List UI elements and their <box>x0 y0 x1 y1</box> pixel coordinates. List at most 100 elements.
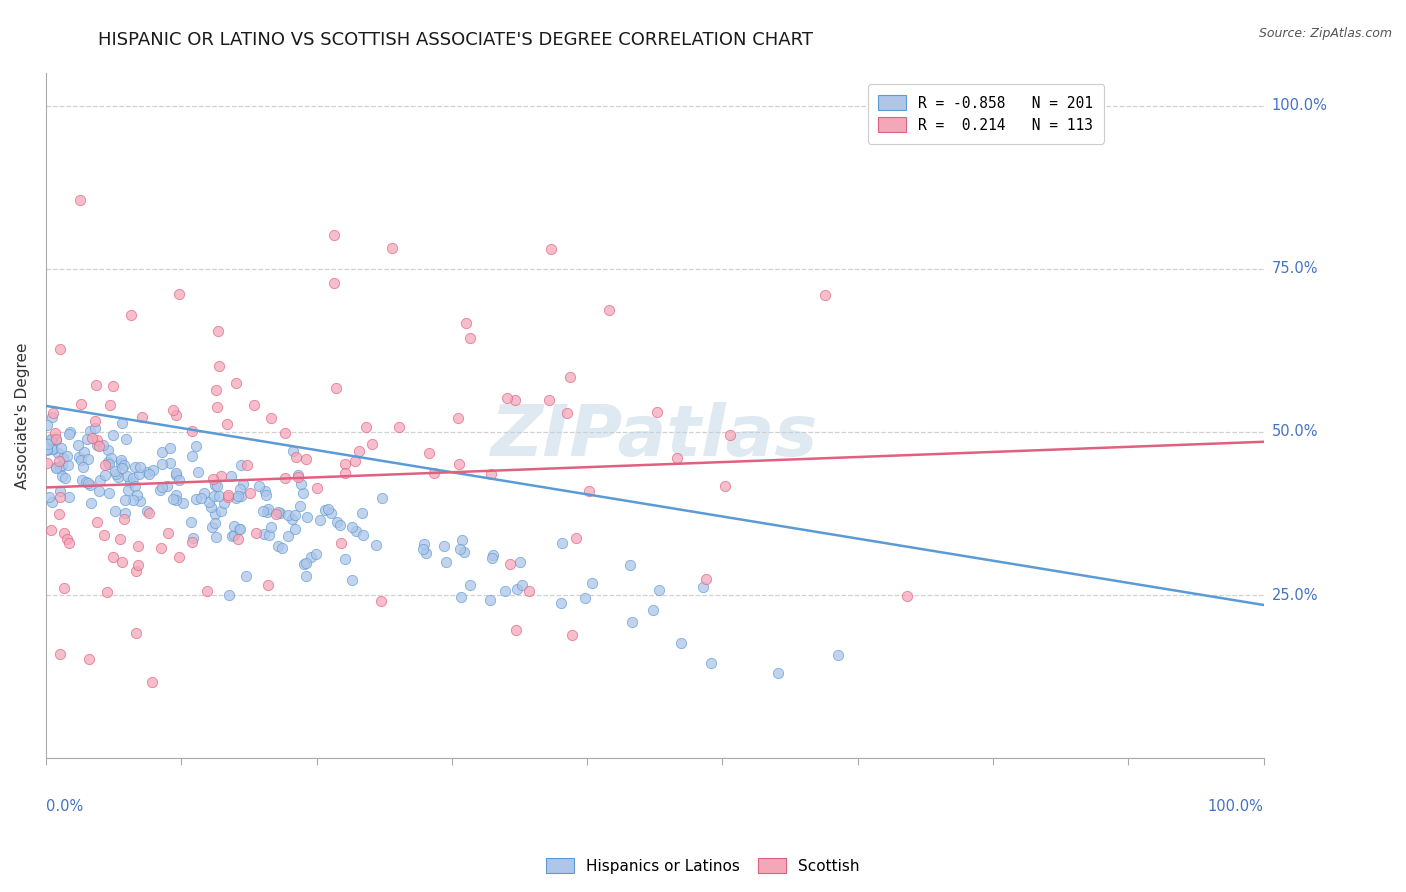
Point <box>235 569 257 583</box>
Point <box>253 527 276 541</box>
Point <box>252 504 274 518</box>
Point <box>76 432 98 446</box>
Point <box>45 434 67 448</box>
Point <box>228 522 250 536</box>
Point <box>305 548 328 562</box>
Point <box>454 316 477 330</box>
Point <box>131 409 153 424</box>
Point <box>84 378 107 392</box>
Point <box>413 537 436 551</box>
Point <box>499 558 522 572</box>
Point <box>35 442 58 456</box>
Point <box>669 636 692 650</box>
Point <box>342 573 364 587</box>
Point <box>274 426 297 441</box>
Point <box>70 474 93 488</box>
Point <box>53 582 76 596</box>
Point <box>294 569 316 583</box>
Point <box>260 411 283 425</box>
Point <box>110 453 132 467</box>
Point <box>195 584 218 599</box>
Point <box>347 443 370 458</box>
Point <box>291 486 314 500</box>
Point <box>125 564 148 578</box>
Point <box>648 583 671 598</box>
Point <box>180 515 202 529</box>
Point <box>72 459 94 474</box>
Point <box>766 666 789 681</box>
Point <box>48 483 70 498</box>
Point <box>314 503 336 517</box>
Point <box>156 479 179 493</box>
Point <box>56 458 79 472</box>
Point <box>37 442 59 457</box>
Point <box>103 427 125 442</box>
Point <box>231 489 253 503</box>
Point <box>121 493 143 508</box>
Point <box>112 512 135 526</box>
Point <box>49 461 72 475</box>
Point <box>197 495 219 509</box>
Point <box>127 558 149 573</box>
Point <box>506 582 529 597</box>
Point <box>433 539 456 553</box>
Point <box>451 533 474 547</box>
Point <box>37 437 59 451</box>
Point <box>98 398 121 412</box>
Point <box>80 496 103 510</box>
Point <box>167 549 190 564</box>
Point <box>97 455 120 469</box>
Point <box>152 457 174 471</box>
Point <box>510 577 533 591</box>
Point <box>35 456 58 470</box>
Point <box>482 548 505 562</box>
Point <box>58 536 80 550</box>
Point <box>48 491 70 505</box>
Point <box>581 575 603 590</box>
Point <box>371 491 394 505</box>
Point <box>550 596 572 610</box>
Point <box>149 483 172 497</box>
Point <box>124 478 146 492</box>
Point <box>118 475 141 489</box>
Point <box>205 530 228 544</box>
Point <box>447 410 470 425</box>
Point <box>70 397 93 411</box>
Point <box>52 450 75 465</box>
Point <box>309 513 332 527</box>
Point <box>107 470 129 484</box>
Point <box>236 458 259 472</box>
Point <box>125 488 148 502</box>
Point <box>49 648 72 662</box>
Point <box>226 489 249 503</box>
Point <box>42 442 65 456</box>
Point <box>415 545 437 559</box>
Point <box>221 529 243 543</box>
Point <box>896 590 918 604</box>
Point <box>58 427 80 442</box>
Point <box>647 405 669 419</box>
Point <box>124 459 146 474</box>
Point <box>695 572 717 586</box>
Point <box>321 506 343 520</box>
Point <box>256 505 278 519</box>
Point <box>94 468 117 483</box>
Point <box>186 491 208 506</box>
Point <box>290 477 312 491</box>
Text: Source: ZipAtlas.com: Source: ZipAtlas.com <box>1258 27 1392 40</box>
Point <box>49 343 72 357</box>
Point <box>827 648 849 662</box>
Point <box>125 625 148 640</box>
Point <box>96 584 118 599</box>
Point <box>720 427 742 442</box>
Point <box>48 507 70 521</box>
Point <box>67 450 90 464</box>
Point <box>77 651 100 665</box>
Y-axis label: Associate's Degree: Associate's Degree <box>15 343 30 489</box>
Point <box>77 475 100 490</box>
Text: HISPANIC OR LATINO VS SCOTTISH ASSOCIATE'S DEGREE CORRELATION CHART: HISPANIC OR LATINO VS SCOTTISH ASSOCIATE… <box>98 31 814 49</box>
Point <box>42 406 65 420</box>
Point <box>281 512 304 526</box>
Point <box>212 496 235 510</box>
Point <box>222 518 245 533</box>
